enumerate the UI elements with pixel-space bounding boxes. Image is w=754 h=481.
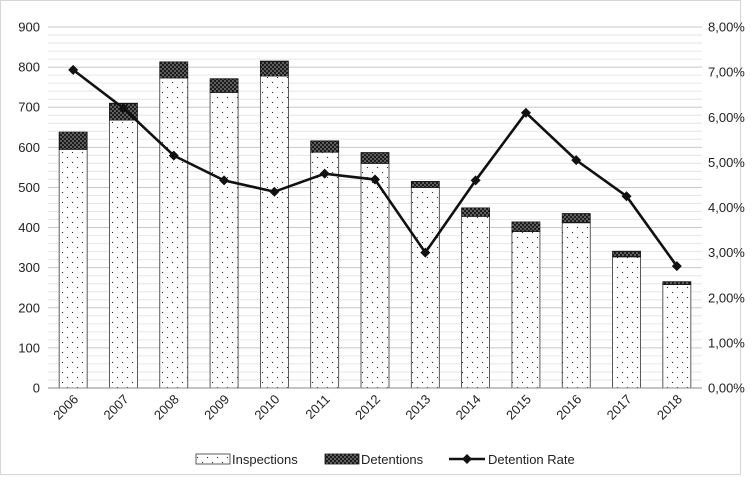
y-right-tick-label: 1,00%	[708, 335, 745, 350]
bar-detentions	[561, 213, 591, 224]
bar-detentions	[511, 221, 541, 232]
y-left-tick-label: 600	[18, 140, 40, 155]
y-right-tick-label: 5,00%	[708, 155, 745, 170]
detention-rate-marker	[370, 174, 380, 185]
y-right-tick-label: 2,00%	[708, 290, 745, 305]
bar-detentions	[310, 140, 340, 153]
y-left-tick-label: 300	[18, 260, 40, 275]
bar-inspections	[511, 231, 541, 389]
legend-swatch-detention-rate-marker	[462, 454, 472, 464]
detention-rate-marker	[621, 191, 632, 202]
bar-inspections	[461, 215, 491, 389]
bar-detentions	[360, 152, 390, 164]
detention-rate-marker	[470, 175, 481, 186]
y-left-tick-label: 100	[18, 340, 40, 355]
y-left-tick-label: 400	[18, 220, 40, 235]
bar-detentions	[662, 281, 692, 285]
bar-inspections	[159, 77, 189, 389]
bar-inspections	[612, 256, 641, 389]
bar-detentions	[259, 60, 289, 77]
y-left-tick-label: 200	[18, 300, 40, 315]
legend-label-detentions: Detentions	[361, 452, 424, 467]
bar-detentions	[410, 181, 440, 188]
bar-inspections	[410, 187, 440, 389]
detention-rate-marker	[269, 186, 280, 197]
bar-inspections	[58, 148, 88, 389]
bar-detentions	[209, 78, 239, 93]
bar-inspections	[561, 222, 591, 389]
bar-detentions	[612, 250, 641, 258]
bar-inspections	[360, 162, 390, 389]
legend: Inspections Detentions Detention Rate	[195, 452, 575, 467]
y-left-tick-label: 900	[18, 20, 40, 35]
legend-swatch-detentions	[324, 453, 360, 465]
y-right-tick-label: 8,00%	[708, 20, 745, 35]
detention-rate-marker	[571, 155, 582, 166]
bar-inspections	[310, 151, 340, 389]
legend-label-inspections: Inspections	[232, 452, 298, 467]
y-right-tick-label: 4,00%	[708, 200, 745, 215]
bar-detentions	[58, 131, 88, 150]
y-left-tick-label: 0	[33, 381, 40, 396]
y-right-tick-label: 3,00%	[708, 245, 745, 260]
detention-rate-marker	[68, 64, 79, 75]
y-left-tick-label: 500	[18, 180, 40, 195]
bar-detentions	[159, 61, 189, 79]
bar-series	[58, 60, 692, 389]
y-left-tick-label: 700	[18, 100, 40, 115]
detention-rate-marker	[118, 103, 129, 114]
detention-rate-marker	[420, 247, 431, 258]
detention-rate-marker	[520, 107, 531, 118]
detention-rate-marker	[168, 150, 179, 161]
bar-inspections	[259, 75, 289, 389]
y-right-tick-label: 6,00%	[708, 110, 745, 125]
y-left-tick-label: 800	[18, 60, 40, 75]
detention-rate-marker	[319, 168, 330, 179]
legend-swatch-inspections	[195, 453, 231, 465]
y-right-tick-label: 7,00%	[708, 65, 745, 80]
detention-rate-marker	[671, 261, 682, 272]
legend-label-detention-rate: Detention Rate	[488, 452, 575, 467]
detention-rate-series	[68, 64, 682, 272]
bar-inspections	[662, 284, 692, 389]
bar-inspections	[209, 91, 239, 389]
bar-detentions	[461, 207, 491, 217]
detention-rate-marker	[219, 175, 230, 186]
bar-inspections	[109, 119, 138, 389]
y-right-tick-label: 0,00%	[708, 381, 745, 396]
